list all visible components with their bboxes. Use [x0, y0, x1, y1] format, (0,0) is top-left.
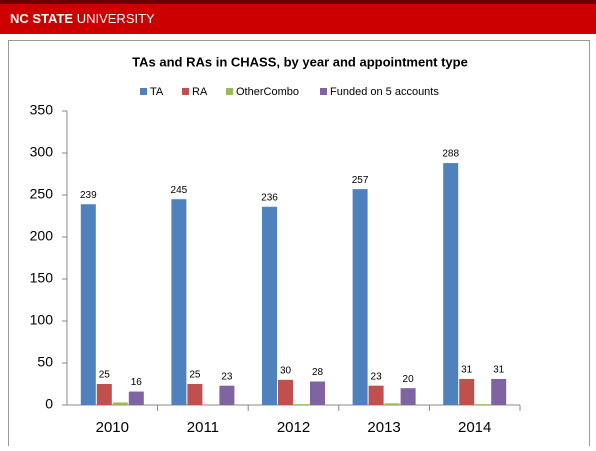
x-tick-label: 2014 — [458, 419, 491, 436]
bar — [262, 206, 277, 405]
data-label: 20 — [403, 374, 415, 385]
data-label: 236 — [261, 192, 278, 203]
y-tick-label: 150 — [30, 270, 54, 286]
chart: TA RA OtherCombo Funded on 5 accounts 0 50 100… — [30, 86, 521, 436]
bar — [187, 384, 203, 405]
y-tick-label: 250 — [30, 186, 54, 202]
data-label: 239 — [80, 190, 97, 201]
data-label: 288 — [442, 149, 459, 160]
x-tick-label: 2010 — [96, 419, 129, 436]
data-label: 257 — [352, 175, 369, 186]
bar — [475, 404, 491, 405]
legend-label: OtherCombo — [236, 86, 299, 98]
data-label: 23 — [221, 371, 233, 382]
bar — [171, 199, 187, 405]
legend-swatch — [226, 88, 233, 95]
brand: NC STATE UNIVERSITY — [10, 11, 155, 26]
bar — [128, 391, 144, 405]
bar — [80, 204, 96, 405]
bar — [459, 378, 475, 405]
data-label: 16 — [131, 377, 143, 388]
bar — [352, 189, 368, 405]
legend-label: TA — [150, 86, 164, 98]
bar — [278, 379, 293, 405]
data-label: 30 — [280, 365, 292, 376]
data-label: 23 — [371, 371, 383, 382]
bar — [310, 381, 325, 405]
x-tick-label: 2011 — [187, 419, 219, 436]
bar — [368, 385, 384, 405]
bar — [112, 402, 128, 405]
brand-bold: NC STATE — [10, 11, 73, 26]
data-label: 28 — [312, 367, 324, 378]
x-tick-label: 2013 — [367, 419, 400, 436]
x-tick-label: 2012 — [277, 419, 310, 436]
banner-edge — [0, 0, 596, 4]
banner — [0, 4, 596, 34]
brand-rest: UNIVERSITY — [77, 11, 155, 26]
y-tick-label: 200 — [30, 228, 54, 244]
bar — [294, 404, 309, 405]
legend-label: RA — [192, 86, 208, 98]
data-label: 25 — [99, 370, 111, 381]
data-label: 25 — [189, 370, 201, 381]
legend-swatch — [140, 88, 147, 95]
bar — [384, 403, 400, 405]
y-tick-label: 350 — [30, 102, 54, 118]
y-tick-label: 100 — [30, 312, 54, 328]
bar — [491, 378, 507, 405]
legend-label: Funded on 5 accounts — [330, 86, 439, 98]
bar — [96, 384, 112, 405]
bar — [400, 388, 416, 405]
legend-swatch — [182, 88, 189, 95]
legend-swatch — [320, 88, 327, 95]
bar — [443, 163, 459, 405]
data-label: 31 — [461, 365, 473, 376]
chart-title: TAs and RAs in CHASS, by year and appoin… — [132, 54, 468, 69]
y-tick-label: 300 — [30, 144, 54, 160]
y-tick-label: 0 — [45, 396, 53, 412]
data-label: 31 — [493, 365, 505, 376]
y-tick-label: 50 — [37, 354, 53, 370]
bar — [219, 385, 235, 405]
data-label: 245 — [171, 185, 188, 196]
